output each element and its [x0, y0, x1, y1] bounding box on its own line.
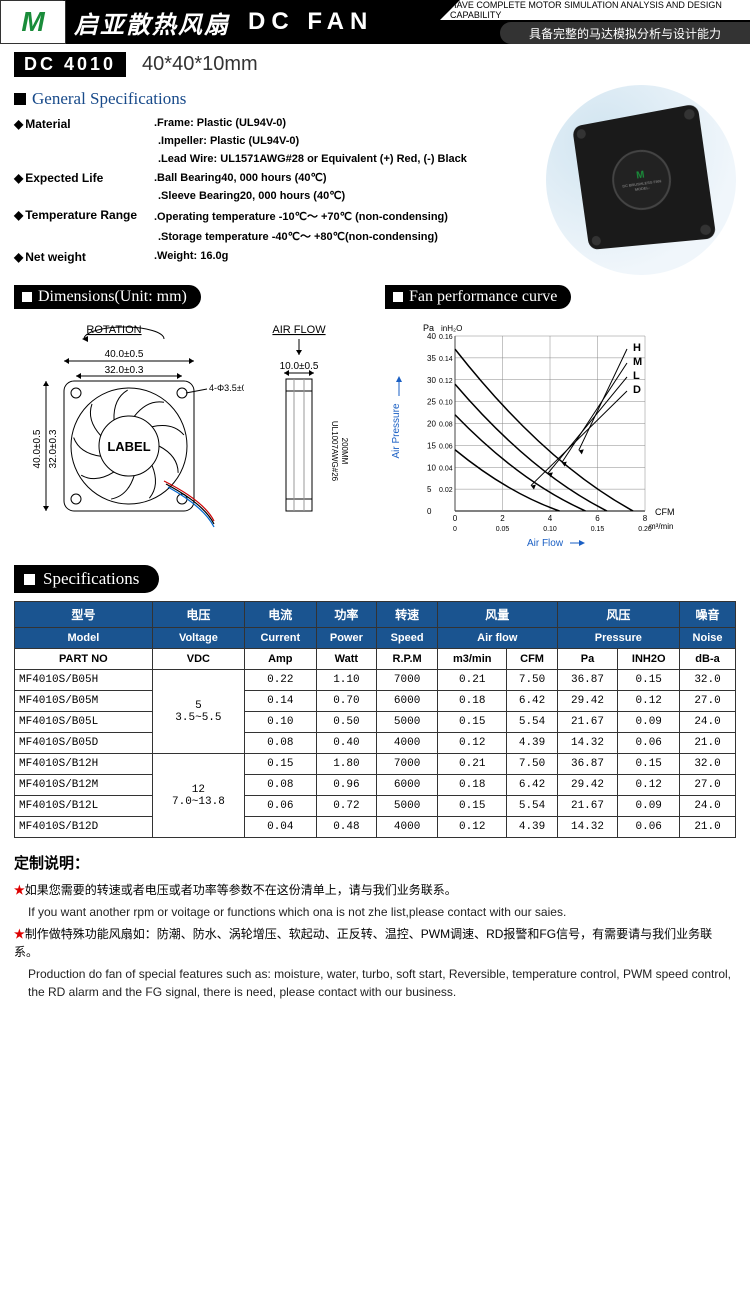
svg-text:UL1007AWG#26: UL1007AWG#26 — [330, 421, 339, 482]
model-row: DC 4010 40*40*10mm — [0, 44, 750, 85]
svg-text:inH₂O: inH₂O — [441, 324, 462, 333]
general-title: General Specifications — [14, 89, 536, 109]
table-row: MF4010S/B12L0.060.7250000.155.5421.670.0… — [15, 796, 736, 817]
svg-text:LABEL: LABEL — [107, 439, 150, 454]
svg-text:200MM: 200MM — [340, 438, 349, 465]
curve-section: Fan performance curve Pa inH₂O 051015202… — [385, 285, 736, 551]
svg-text:20: 20 — [427, 420, 436, 429]
svg-text:0.12: 0.12 — [439, 378, 453, 385]
svg-text:32.0±0.3: 32.0±0.3 — [105, 365, 144, 376]
svg-text:10: 10 — [427, 463, 436, 472]
svg-text:5: 5 — [427, 485, 432, 494]
svg-text:25: 25 — [427, 398, 436, 407]
product-image: MDC BRUSHLESS FANMODEL: — [546, 85, 736, 275]
model-badge: DC 4010 — [14, 52, 126, 77]
svg-text:40: 40 — [427, 332, 436, 341]
curve-title: Fan performance curve — [385, 285, 571, 309]
svg-text:0.06: 0.06 — [439, 443, 453, 450]
spec-table-section: Specifications 型号电压电流功率转速风量风压噪音ModelVolt… — [14, 565, 736, 838]
header: M 启亚散热风扇 DC FAN HAVE COMPLETE MOTOR SIMU… — [0, 0, 750, 44]
dimensions-section: Dimensions(Unit: mm) ROTATION 40.0±0.5 3… — [14, 285, 365, 551]
svg-text:10.0±0.5: 10.0±0.5 — [280, 361, 319, 372]
spec-value: .Operating temperature -10℃～ +70℃ (non-c… — [154, 208, 536, 224]
table-row: MF4010S/B12M0.080.9660000.186.4229.420.1… — [15, 775, 736, 796]
svg-text:30: 30 — [427, 376, 436, 385]
table-row: MF4010S/B05H53.5~5.50.221.1070000.217.50… — [15, 670, 736, 691]
dimension-side-diagram: AIR FLOW 10.0±0.5 UL1007AWG#26 200MM — [254, 321, 354, 531]
tagline-en: HAVE COMPLETE MOTOR SIMULATION ANALYSIS … — [440, 0, 750, 20]
svg-text:32.0±0.3: 32.0±0.3 — [48, 429, 59, 468]
svg-text:0.10: 0.10 — [439, 400, 453, 407]
svg-text:0.16: 0.16 — [439, 334, 453, 341]
svg-text:0: 0 — [453, 514, 458, 523]
svg-text:0.05: 0.05 — [496, 526, 510, 533]
svg-text:0: 0 — [427, 507, 432, 516]
spec-value: .Storage temperature -40℃～ +80℃(non-cond… — [158, 228, 536, 244]
model-size: 40*40*10mm — [142, 53, 258, 76]
svg-text:H: H — [633, 342, 641, 354]
svg-text:ROTATION: ROTATION — [86, 324, 141, 336]
svg-text:M: M — [633, 356, 642, 368]
note-en: If you want another rpm or voitage or fu… — [28, 903, 736, 921]
table-row: MF4010S/B12H127.0~13.80.151.8070000.217.… — [15, 754, 736, 775]
svg-text:4: 4 — [548, 514, 553, 523]
svg-text:35: 35 — [427, 354, 436, 363]
general-specs: General Specifications Material.Frame: P… — [14, 85, 536, 268]
spec-table-title: Specifications — [14, 565, 159, 593]
logo: M — [0, 0, 66, 44]
logo-letter: M — [21, 6, 44, 38]
svg-text:4-Φ3.5±0.3: 4-Φ3.5±0.3 — [209, 383, 244, 393]
table-row: MF4010S/B05L0.100.5050000.155.5421.670.0… — [15, 712, 736, 733]
spec-label: Material — [14, 117, 154, 131]
svg-text:CFM: CFM — [655, 507, 675, 517]
svg-text:0: 0 — [453, 526, 457, 533]
note-en: Production do fan of special features su… — [28, 965, 736, 1001]
svg-text:0.14: 0.14 — [439, 356, 453, 363]
table-row: MF4010S/B05M0.140.7060000.186.4229.420.1… — [15, 691, 736, 712]
svg-text:2: 2 — [500, 514, 505, 523]
svg-text:L: L — [633, 370, 640, 382]
note-cn: ★如果您需要的转速或者电压或者功率等参数不在这份清单上，请与我们业务联系。 — [14, 881, 736, 899]
spec-value: .Frame: Plastic (UL94V-0) — [154, 117, 536, 131]
spec-label: Net weight — [14, 250, 154, 264]
spec-value: .Ball Bearing40, 000 hours (40℃) — [154, 171, 536, 185]
spec-value: .Weight: 16.0g — [154, 250, 536, 264]
header-bar: 启亚散热风扇 DC FAN HAVE COMPLETE MOTOR SIMULA… — [66, 0, 750, 44]
brand-cn: 启亚散热风扇 — [66, 5, 238, 40]
dimensions-title: Dimensions(Unit: mm) — [14, 285, 201, 309]
svg-text:15: 15 — [427, 441, 436, 450]
svg-text:0.15: 0.15 — [591, 526, 605, 533]
svg-text:0.04: 0.04 — [439, 465, 453, 472]
svg-text:40.0±0.5: 40.0±0.5 — [105, 349, 144, 360]
svg-text:40.0±0.5: 40.0±0.5 — [32, 429, 43, 468]
svg-text:m³/min: m³/min — [649, 522, 673, 531]
tagline-cn: 具备完整的马达模拟分析与设计能力 — [500, 22, 750, 44]
table-row: MF4010S/B05D0.080.4040000.124.3914.320.0… — [15, 733, 736, 754]
notes-title: 定制说明： — [14, 852, 736, 873]
svg-text:0.10: 0.10 — [543, 526, 557, 533]
svg-text:6: 6 — [595, 514, 600, 523]
note-cn: ★制作做特殊功能风扇如：防潮、防水、涡轮增压、软起动、正反转、温控、PWM调速、… — [14, 925, 736, 961]
svg-text:8: 8 — [643, 514, 648, 523]
table-row: MF4010S/B12D0.040.4840000.124.3914.320.0… — [15, 817, 736, 838]
spec-value: .Lead Wire: UL1571AWG#28 or Equivalent (… — [158, 153, 536, 165]
dimension-front-diagram: ROTATION 40.0±0.5 32.0±0.3 LABEL 4-Φ3.5±… — [14, 321, 244, 531]
svg-text:0.02: 0.02 — [439, 487, 453, 494]
notes-section: 定制说明： ★如果您需要的转速或者电压或者功率等参数不在这份清单上，请与我们业务… — [14, 852, 736, 1001]
spec-value: .Impeller: Plastic (UL94V-0) — [158, 135, 536, 147]
performance-chart: Pa inH₂O 05101520253035400.020.040.060.0… — [385, 321, 675, 551]
brand-en: DC FAN — [238, 8, 373, 36]
spec-value: .Sleeve Bearing20, 000 hours (40℃) — [158, 189, 536, 202]
spec-label: Expected Life — [14, 171, 154, 185]
svg-text:0.08: 0.08 — [439, 422, 453, 429]
spec-table: 型号电压电流功率转速风量风压噪音ModelVoltageCurrentPower… — [14, 601, 736, 838]
svg-text:D: D — [633, 384, 641, 396]
svg-text:AIR FLOW: AIR FLOW — [272, 324, 326, 336]
svg-text:Air Pressure: Air Pressure — [391, 403, 402, 458]
svg-text:Air Flow: Air Flow — [527, 538, 564, 549]
spec-label: Temperature Range — [14, 208, 154, 224]
